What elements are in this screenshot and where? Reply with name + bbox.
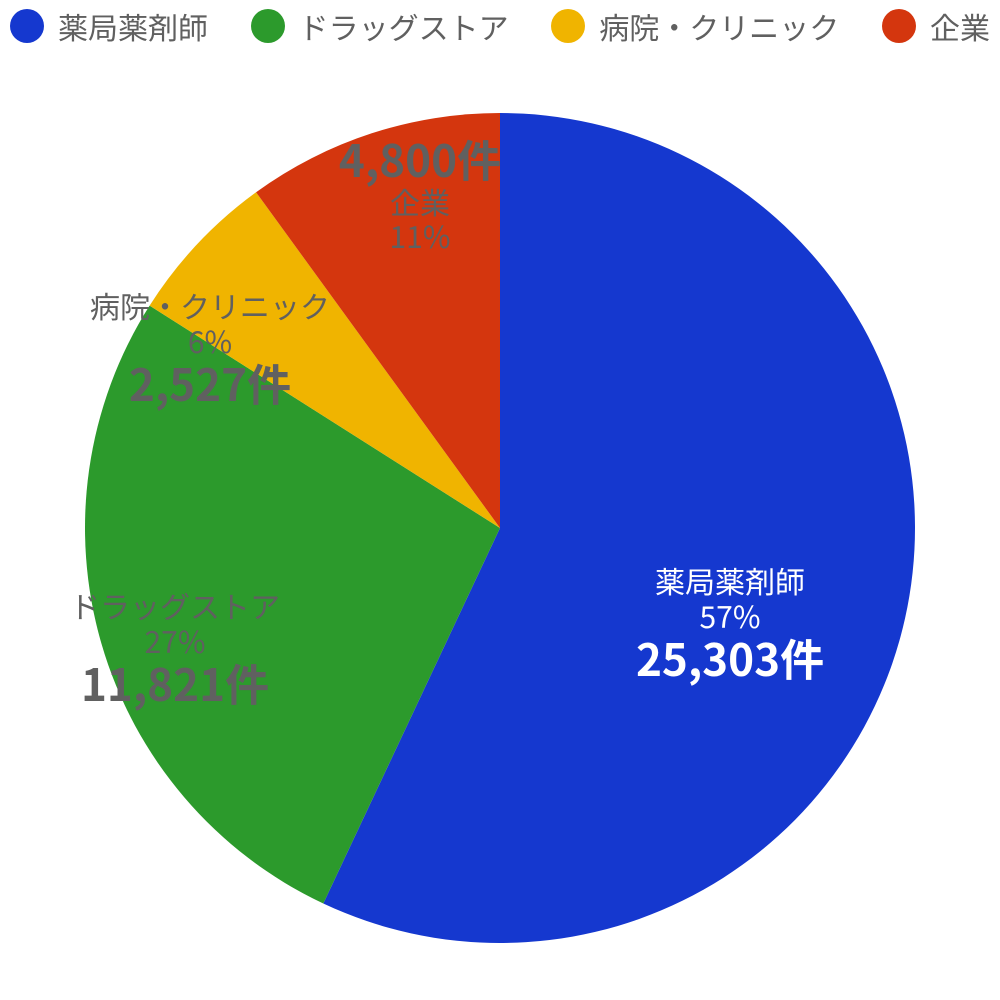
legend-label: 企業: [930, 4, 990, 48]
chart-legend: 薬局薬剤師 ドラッグストア 病院・クリニック 企業: [0, 0, 1000, 48]
legend-item-pharmacy: 薬局薬剤師: [10, 4, 208, 48]
legend-dot-icon: [251, 9, 285, 43]
legend-dot-icon: [551, 9, 585, 43]
legend-dot-icon: [10, 9, 44, 43]
legend-item-company: 企業: [882, 4, 990, 48]
legend-label: 病院・クリニック: [599, 4, 839, 48]
pie-chart: 薬局薬剤師57%25,303件ドラッグストア27%11,821件病院・クリニック…: [0, 48, 1000, 988]
legend-label: 薬局薬剤師: [58, 4, 208, 48]
legend-item-hospital: 病院・クリニック: [551, 4, 839, 48]
legend-item-drugstore: ドラッグストア: [251, 4, 509, 48]
legend-label: ドラッグストア: [299, 4, 509, 48]
legend-dot-icon: [882, 9, 916, 43]
